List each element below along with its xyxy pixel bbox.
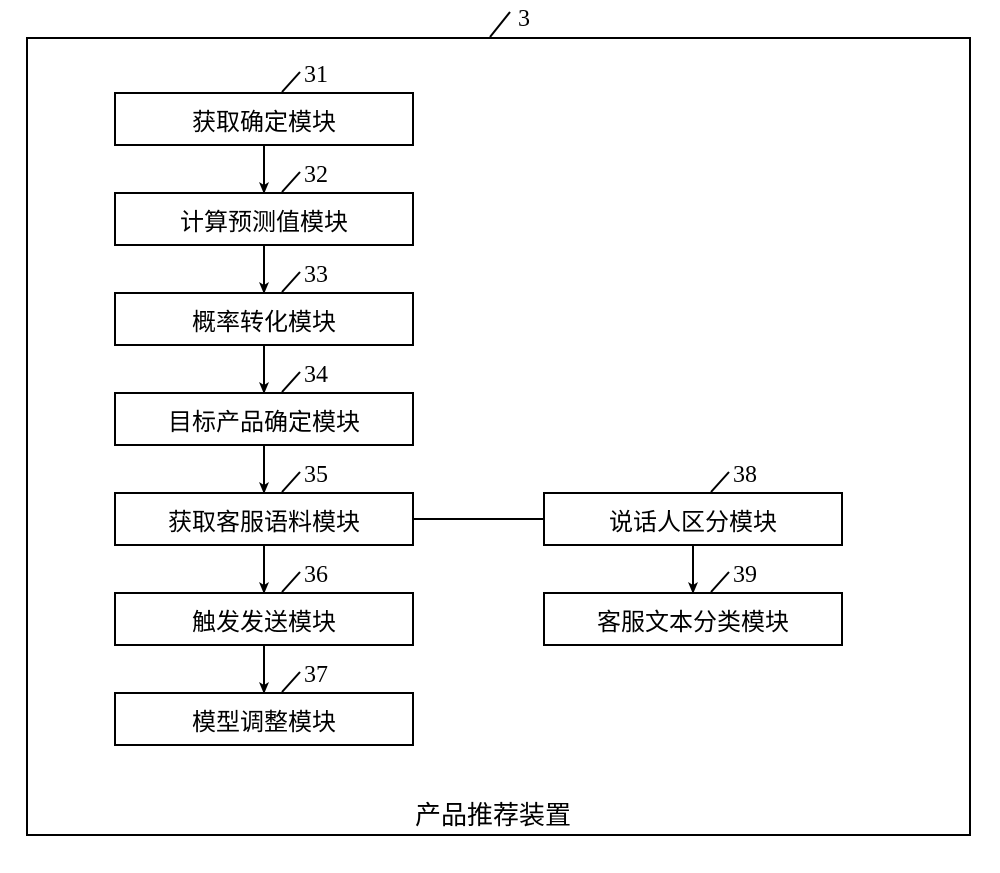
node-ref-label: 38 xyxy=(733,462,757,489)
diagram-title: 产品推荐装置 xyxy=(415,795,571,832)
node-ref-label: 37 xyxy=(304,662,328,689)
node-ref-label: 31 xyxy=(304,62,328,89)
node-n36: 触发发送模块 xyxy=(114,592,414,646)
node-label: 获取客服语料模块 xyxy=(168,502,360,537)
node-n31: 获取确定模块 xyxy=(114,92,414,146)
node-n34: 目标产品确定模块 xyxy=(114,392,414,446)
node-n38: 说话人区分模块 xyxy=(543,492,843,546)
node-label: 目标产品确定模块 xyxy=(168,402,360,437)
node-ref-label: 35 xyxy=(304,462,328,489)
node-n39: 客服文本分类模块 xyxy=(543,592,843,646)
node-label: 获取确定模块 xyxy=(192,102,336,137)
node-ref-label: 34 xyxy=(304,362,328,389)
diagram-canvas: 产品推荐装置 3 获取确定模块 31 计算预测值模块 32 概率转化模块 33 目标产品确定… xyxy=(0,0,1000,873)
node-label: 模型调整模块 xyxy=(192,702,336,737)
node-n35: 获取客服语料模块 xyxy=(114,492,414,546)
node-n37: 模型调整模块 xyxy=(114,692,414,746)
node-label: 概率转化模块 xyxy=(192,302,336,337)
outer-ref-label: 3 xyxy=(518,6,530,33)
node-label: 触发发送模块 xyxy=(192,602,336,637)
node-ref-label: 32 xyxy=(304,162,328,189)
node-n33: 概率转化模块 xyxy=(114,292,414,346)
node-label: 计算预测值模块 xyxy=(180,202,348,237)
node-label: 客服文本分类模块 xyxy=(597,602,789,637)
node-ref-label: 39 xyxy=(733,562,757,589)
node-ref-label: 33 xyxy=(304,262,328,289)
node-ref-label: 36 xyxy=(304,562,328,589)
node-label: 说话人区分模块 xyxy=(609,502,777,537)
node-n32: 计算预测值模块 xyxy=(114,192,414,246)
